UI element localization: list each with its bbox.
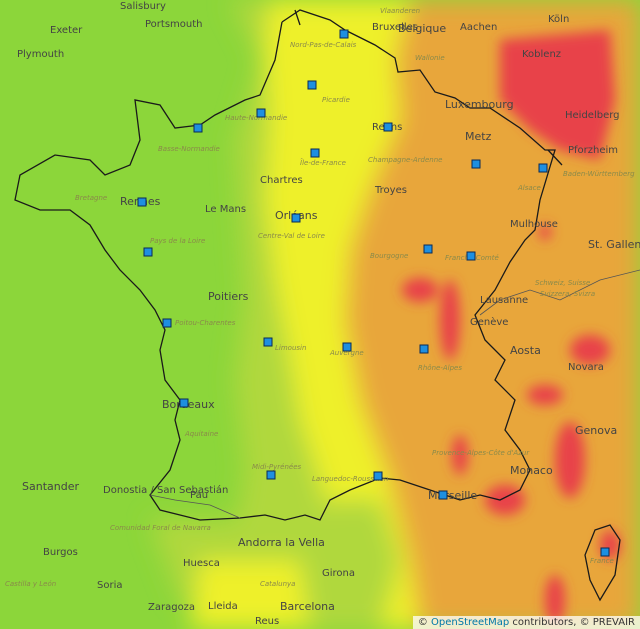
map-label: Auvergne xyxy=(329,349,364,357)
station-marker[interactable] xyxy=(307,80,317,90)
map-label: Lleida xyxy=(208,601,238,612)
station-marker[interactable] xyxy=(600,547,610,557)
map-label: Exeter xyxy=(50,25,83,36)
map-label: Bruxelles xyxy=(372,22,418,33)
map-label: Poitou-Charentes xyxy=(175,319,236,327)
station-marker[interactable] xyxy=(256,108,266,118)
map-label: Bourgogne xyxy=(370,252,408,260)
map-label: Svizzera, Svizra xyxy=(540,290,595,298)
map-label: Languedoc-Roussillon xyxy=(312,475,388,483)
station-marker[interactable] xyxy=(137,197,147,207)
station-marker[interactable] xyxy=(179,398,189,408)
station-marker[interactable] xyxy=(538,163,548,173)
map-label: Le Mans xyxy=(205,204,246,215)
map-label: Île-de-France xyxy=(300,158,346,167)
map-label: Provence-Alpes-Côte d'Azur xyxy=(432,449,530,457)
station-marker[interactable] xyxy=(339,29,349,39)
station-marker[interactable] xyxy=(471,159,481,169)
map-label: Bordeaux xyxy=(162,398,215,411)
country-borders xyxy=(14,9,640,602)
map-label: Haute-Normandie xyxy=(225,114,287,122)
map-label: Aosta xyxy=(510,344,541,357)
map-label: Salisbury xyxy=(120,1,166,12)
station-markers[interactable] xyxy=(137,29,610,557)
map-label: Castilla y León xyxy=(5,580,56,588)
station-marker[interactable] xyxy=(373,471,383,481)
map-label: Pau xyxy=(190,490,208,501)
map-label: Reus xyxy=(255,616,279,627)
map-label: Donostia / San Sebastián xyxy=(103,484,228,496)
map-label: Girona xyxy=(322,568,355,579)
map-label: Nord-Pas-de-Calais xyxy=(290,41,357,49)
map-label: Portsmouth xyxy=(145,19,203,30)
map-label: Catalunya xyxy=(260,580,295,588)
station-marker[interactable] xyxy=(383,122,393,132)
map-label: Köln xyxy=(548,14,569,25)
attribution-prefix: © xyxy=(417,617,432,628)
map-label: Alsace xyxy=(517,184,541,192)
map-label: Limousin xyxy=(275,344,306,352)
map-label: Huesca xyxy=(183,558,220,569)
map-label: Belgique xyxy=(398,22,446,35)
map-label: Andorra la Vella xyxy=(238,536,325,549)
station-marker[interactable] xyxy=(143,247,153,257)
map-label: Aachen xyxy=(460,22,497,33)
map-label: Barcelona xyxy=(280,600,335,613)
map-label: Lausanne xyxy=(480,295,528,306)
map-label: Comunidad Foral de Navarra xyxy=(110,524,211,532)
map-label: Monaco xyxy=(510,464,553,477)
station-marker[interactable] xyxy=(342,342,352,352)
map-label: Metz xyxy=(465,130,492,143)
map-label: Vlaanderen xyxy=(380,7,420,15)
map-label: Burgos xyxy=(43,547,78,558)
map-label: Genova xyxy=(575,424,617,437)
map-label: Poitiers xyxy=(208,290,249,303)
map-label: Pforzheim xyxy=(568,145,618,156)
map-attribution: © OpenStreetMap contributors, © PREVAIR xyxy=(412,616,640,629)
map-label: Pays de la Loire xyxy=(150,237,205,245)
station-marker[interactable] xyxy=(310,148,320,158)
station-marker[interactable] xyxy=(438,490,448,500)
map-label: Baden-Württemberg xyxy=(563,170,635,178)
station-marker[interactable] xyxy=(162,318,172,328)
attribution-suffix: contributors, © PREVAIR xyxy=(509,617,635,628)
openstreetmap-link[interactable]: OpenStreetMap xyxy=(431,617,510,628)
map-label: Soria xyxy=(97,580,122,591)
map-label: Troyes xyxy=(374,185,407,196)
station-marker[interactable] xyxy=(423,244,433,254)
station-marker[interactable] xyxy=(419,344,429,354)
map-label: Novara xyxy=(568,362,604,373)
map-label: St. Gallen xyxy=(588,238,640,251)
map-label: Bretagne xyxy=(75,194,107,202)
map-label: Mulhouse xyxy=(510,219,558,230)
map-label: Marseille xyxy=(428,489,477,502)
map-label: Heidelberg xyxy=(565,110,620,121)
map-label: Basse-Normandie xyxy=(158,145,220,153)
map-labels: Salisbury Portsmouth Exeter Plymouth Vla… xyxy=(5,1,640,627)
map-label: Genève xyxy=(470,316,508,328)
map-label: France xyxy=(590,557,614,565)
map-label: Aquitaine xyxy=(184,430,218,438)
station-marker[interactable] xyxy=(291,213,301,223)
station-marker[interactable] xyxy=(466,251,476,261)
map-label: Wallonie xyxy=(415,54,445,62)
map-label: Koblenz xyxy=(522,49,561,60)
map-label: Schweiz, Suisse xyxy=(535,279,590,287)
map-label: Midi-Pyrénées xyxy=(252,463,301,471)
map-label: Chartres xyxy=(260,175,303,186)
map-label: Centre-Val de Loire xyxy=(258,232,325,240)
map-label: Luxembourg xyxy=(445,98,514,111)
map-label: Rhône-Alpes xyxy=(418,364,462,372)
map-label: Picardie xyxy=(322,96,350,104)
station-marker[interactable] xyxy=(263,337,273,347)
map-label: Zaragoza xyxy=(148,602,195,613)
map-label: Plymouth xyxy=(17,49,64,60)
map-label: Santander xyxy=(22,480,79,493)
map-label: Champagne-Ardenne xyxy=(368,156,442,164)
station-marker[interactable] xyxy=(266,470,276,480)
station-marker[interactable] xyxy=(193,123,203,133)
